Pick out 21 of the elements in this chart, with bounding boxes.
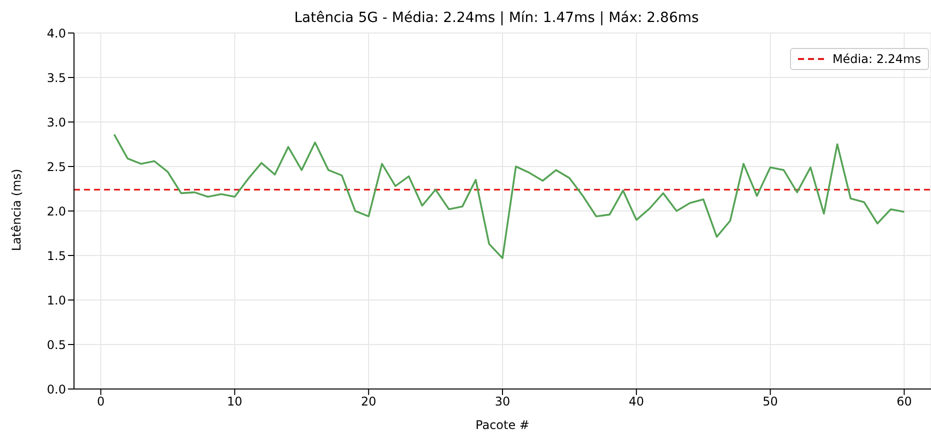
- x-tick-label: 0: [96, 394, 105, 409]
- y-tick-label: 0.5: [46, 338, 66, 352]
- x-tick-label: 20: [360, 394, 376, 409]
- x-tick-label: 10: [227, 394, 242, 409]
- y-tick-label: 0.0: [46, 382, 66, 396]
- chart-title: Latência 5G - Média: 2.24ms | Mín: 1.47ms | Máx: 2.86ms: [293, 10, 700, 26]
- x-tick-label: 60: [896, 394, 912, 409]
- y-tick-label: 3.5: [46, 70, 66, 85]
- y-tick-label: 4.0: [46, 26, 66, 40]
- y-tick-label: 1.0: [46, 293, 66, 308]
- legend-label: Média: 2.24ms: [832, 52, 921, 66]
- x-tick-label: 40: [628, 394, 644, 409]
- x-tick-label: 50: [762, 394, 778, 409]
- y-tick-label: 2.5: [46, 160, 66, 174]
- y-axis-title: Latência (ms): [9, 168, 24, 251]
- y-tick-label: 1.5: [46, 248, 66, 263]
- y-tick-label: 2.0: [46, 204, 66, 218]
- y-tick-label: 3.0: [46, 115, 66, 130]
- x-axis-title: Pacote #: [476, 418, 530, 432]
- line-series: [113, 134, 906, 260]
- x-tick-label: 30: [494, 394, 510, 409]
